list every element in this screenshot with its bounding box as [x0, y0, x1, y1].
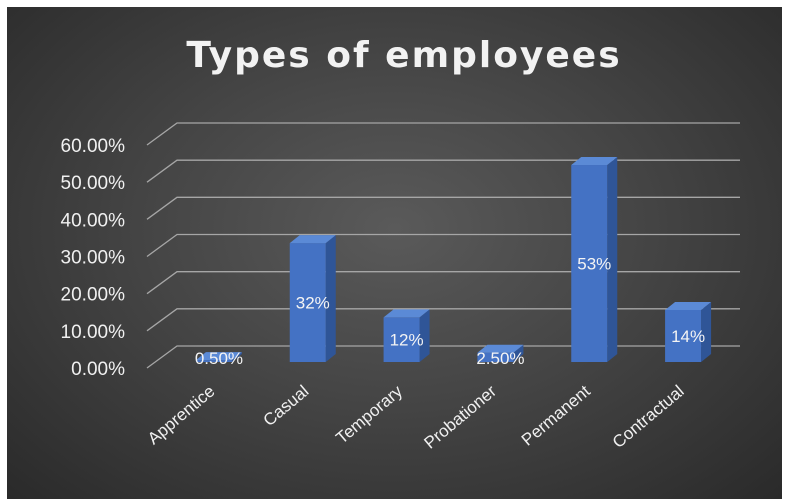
- bar-side: [419, 309, 430, 362]
- bar-front: [383, 317, 420, 362]
- data-label: 0.50%: [195, 349, 243, 368]
- bar-top: [477, 344, 524, 353]
- bar-top: [665, 301, 712, 310]
- data-label: 53%: [577, 255, 611, 274]
- bar: [571, 157, 618, 362]
- data-label: 14%: [671, 327, 705, 346]
- bar-side: [325, 235, 336, 362]
- data-label: 2.50%: [476, 349, 524, 368]
- category-label: Temporary: [332, 381, 406, 447]
- bar: [665, 301, 712, 362]
- gridline: [146, 271, 740, 295]
- gridline: [146, 308, 740, 332]
- bar-front: [289, 243, 326, 362]
- y-axis-ticks: 0.00% 10.00% 20.00% 30.00% 40.00% 50.00% 60.00…: [61, 136, 126, 380]
- bars: [195, 157, 712, 362]
- bar-front: [477, 352, 514, 362]
- bar-side: [607, 157, 618, 362]
- gridline: [146, 233, 740, 258]
- y-tick-label: 0.00%: [71, 359, 125, 380]
- gridline: [146, 196, 740, 220]
- category-label: Apprentice: [144, 382, 218, 449]
- bar-side: [701, 301, 712, 362]
- category-label: Casual: [260, 382, 313, 431]
- chart-area: [7, 7, 782, 499]
- y-tick-label: 40.00%: [61, 210, 126, 231]
- bar-top: [289, 235, 336, 244]
- bar: [289, 235, 336, 362]
- bar-side: [231, 352, 242, 362]
- y-tick-label: 20.00%: [61, 285, 126, 306]
- bar-top: [571, 157, 618, 166]
- y-tick-label: 50.00%: [61, 173, 126, 194]
- bar-top: [195, 352, 242, 361]
- category-label: Permanent: [518, 381, 594, 449]
- bar: [477, 344, 524, 362]
- bar-front: [195, 360, 232, 362]
- y-tick-label: 60.00%: [61, 136, 126, 157]
- bar-front: [571, 165, 608, 362]
- bar-top: [383, 309, 430, 318]
- gridline: [146, 345, 740, 369]
- category-label: Contractual: [609, 382, 688, 452]
- bar: [383, 309, 430, 362]
- y-tick-label: 30.00%: [61, 248, 126, 269]
- bar: [195, 352, 242, 362]
- data-labels: 0.50% 32% 12% 2.50% 53% 14%: [195, 255, 705, 368]
- category-label: Probationer: [420, 381, 500, 452]
- data-label: 12%: [390, 331, 424, 350]
- y-tick-label: 10.00%: [61, 322, 126, 343]
- gridline: [146, 159, 740, 183]
- bar-side: [513, 344, 524, 362]
- bar-front: [665, 309, 702, 362]
- gridlines: [146, 122, 740, 369]
- category-labels: Apprentice Casual Temporary Probationer Perm…: [144, 381, 688, 452]
- data-label: 32%: [296, 294, 330, 313]
- gridline: [146, 122, 740, 146]
- chart-title: Types of employees: [186, 35, 621, 76]
